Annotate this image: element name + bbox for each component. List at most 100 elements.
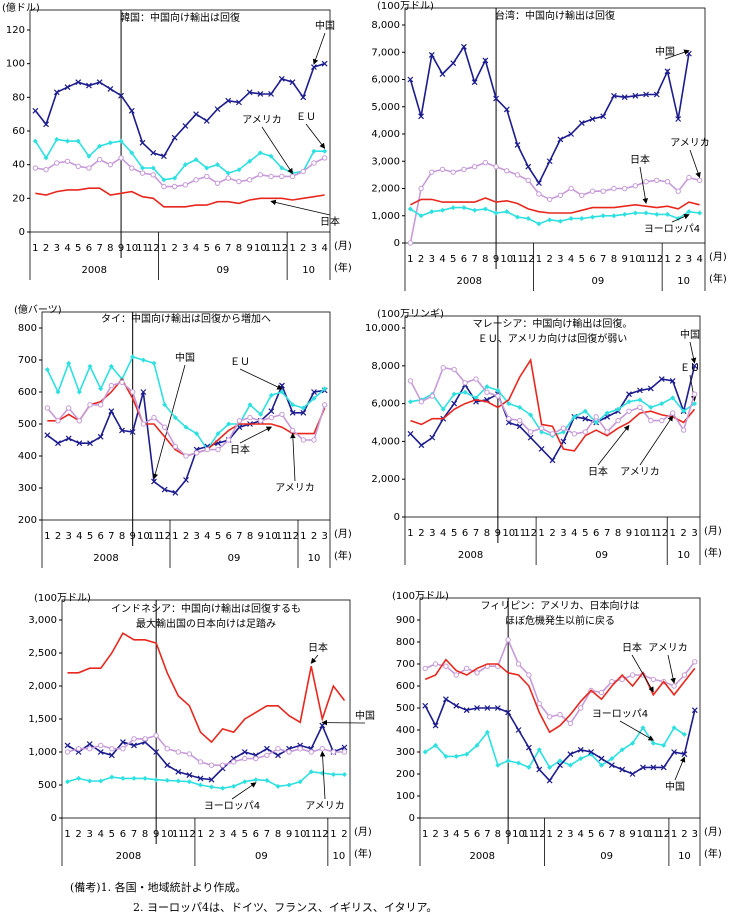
point [622,211,628,217]
x-tick-label: 2 [675,254,681,265]
point [615,406,621,412]
x-tick-label: 11 [276,531,289,542]
point [671,725,677,731]
y-tick-label: 0 [409,813,415,824]
x-tick-label: 2 [418,528,424,539]
plot-frame [41,311,331,521]
point [164,762,171,769]
point [86,82,92,89]
x-tick-label: 7 [225,243,231,254]
point [629,771,636,777]
point [526,672,532,678]
label-arrow [667,654,676,684]
point [278,75,285,82]
point [686,209,692,215]
point [128,107,135,114]
point [443,753,449,759]
point [64,742,71,749]
y-tick-label: 0 [394,238,400,249]
point [546,158,553,165]
x-tick-label: 3 [443,829,449,840]
point [418,113,424,120]
point [172,489,179,496]
x-tick-label: 4 [98,829,104,840]
point [643,178,649,185]
point [654,211,660,217]
plot-frame [404,315,701,518]
year-label: 09 [600,851,613,862]
point [407,76,414,83]
point [236,99,242,106]
x-tick-label: 11 [265,243,278,254]
x-unit: (月) [709,251,727,263]
point [97,143,103,149]
point [308,749,314,755]
point [164,746,170,752]
x-tick-label: 3 [691,528,697,539]
x-tick-label: 5 [75,243,81,254]
point [495,393,501,399]
point [453,753,459,759]
point [129,150,135,156]
point [451,391,457,397]
x-tick-label: 12 [147,243,160,254]
x-tick-label: 8 [611,254,617,265]
point [626,399,632,405]
point [665,211,670,217]
x-tick-label: 8 [484,528,490,539]
year-label: 10 [678,851,691,862]
x-tick-label: 10 [254,243,267,254]
point [208,776,215,783]
point [619,676,625,683]
point [473,395,479,401]
x-tick-label: 5 [109,829,115,840]
point [279,165,285,171]
point [32,107,39,114]
point [626,408,632,414]
point [236,418,243,424]
x-tick-label: 2 [549,528,555,539]
point [225,175,231,181]
x-tick-label: 5 [579,254,585,265]
point [604,410,610,416]
point [514,141,521,148]
point [664,68,671,75]
point [214,106,221,113]
point [300,168,306,175]
series-line [409,206,700,225]
y-tick-label: 300 [18,483,37,494]
point [182,162,188,168]
x-tick-label: 12 [533,829,546,840]
x-tick-label: 1 [161,243,167,254]
point [208,762,215,768]
x-tick-label: 3 [311,243,317,254]
series-line [34,62,325,158]
label-arrow [239,368,283,390]
point [119,427,125,434]
plot-frame [61,599,351,819]
point [97,402,104,408]
x-tick-label: 1 [538,528,544,539]
x-tick-label: 8 [119,531,125,542]
x-tick-label: 5 [450,254,456,265]
point [87,402,93,408]
x-tick-label: 7 [604,528,610,539]
point [525,744,532,751]
y-tick-label: 40 [12,160,25,171]
year-label: 2008 [93,553,118,564]
point [669,410,676,416]
point [300,405,306,411]
x-tick-label: 4 [64,243,70,254]
point [407,399,413,405]
point [647,385,654,392]
x-tick-label: 7 [484,829,490,840]
point [473,376,479,382]
point [504,209,510,215]
x-tick-label: 2 [183,531,189,542]
y-tick-label: 6,000 [371,399,400,410]
x-tick-label: 11 [136,243,149,254]
point [120,746,126,752]
point [440,406,446,412]
x-tick-label: 1 [32,243,38,254]
